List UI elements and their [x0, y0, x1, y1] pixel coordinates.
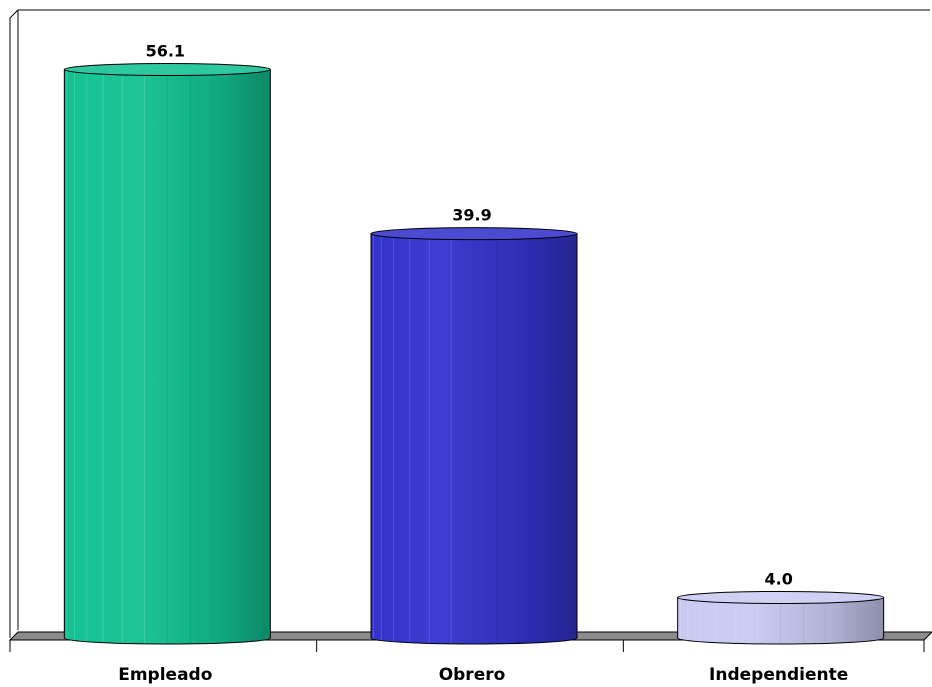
category-label: Obrero	[439, 665, 506, 685]
plot-frame	[9, 9, 930, 638]
back-wall-outline	[9, 9, 930, 638]
value-label: 56.1	[146, 42, 185, 61]
value-label: 39.9	[452, 206, 491, 225]
category-label: Independiente	[709, 665, 848, 685]
labels-group: 56.1 Empleado 39.9 Obrero 4.0 Independiente	[118, 42, 848, 685]
bar-obrero	[370, 227, 578, 645]
bar-top	[677, 590, 885, 604]
bars-group	[63, 63, 885, 645]
value-label: 4.0	[764, 569, 792, 588]
bar-top	[370, 227, 578, 241]
bar-top	[63, 63, 271, 77]
bar-empleado	[63, 63, 271, 645]
category-label: Empleado	[118, 665, 212, 685]
bar-independiente	[677, 590, 885, 645]
